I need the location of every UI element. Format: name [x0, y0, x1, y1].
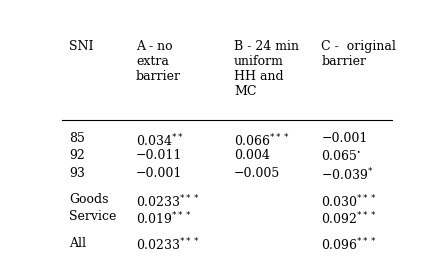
Text: 0.096$^{\mathsf{***}}$: 0.096$^{\mathsf{***}}$ — [322, 237, 377, 253]
Text: 0.065$^{\mathbf{\cdot}}$: 0.065$^{\mathbf{\cdot}}$ — [322, 150, 362, 163]
Text: −0.001: −0.001 — [322, 132, 368, 145]
Text: 0.004: 0.004 — [234, 150, 270, 163]
Text: 0.066$^{\mathsf{***}}$: 0.066$^{\mathsf{***}}$ — [234, 132, 290, 149]
Text: All: All — [69, 237, 86, 250]
Text: −0.001: −0.001 — [136, 166, 183, 179]
Text: Service: Service — [69, 210, 117, 223]
Text: 0.034$^{\mathsf{**}}$: 0.034$^{\mathsf{**}}$ — [136, 132, 184, 149]
Text: Goods: Goods — [69, 193, 109, 206]
Text: 0.019$^{\mathsf{***}}$: 0.019$^{\mathsf{***}}$ — [136, 210, 192, 227]
Text: SNI: SNI — [69, 40, 93, 53]
Text: −0.005: −0.005 — [234, 166, 280, 179]
Text: 93: 93 — [69, 166, 85, 179]
Text: 0.092$^{\mathsf{***}}$: 0.092$^{\mathsf{***}}$ — [322, 210, 377, 227]
Text: A - no
extra
barrier: A - no extra barrier — [136, 40, 181, 83]
Text: C -  original
barrier: C - original barrier — [322, 40, 396, 68]
Text: 0.030$^{\mathsf{***}}$: 0.030$^{\mathsf{***}}$ — [322, 193, 377, 210]
Text: B - 24 min
uniform
HH and
MC: B - 24 min uniform HH and MC — [234, 40, 299, 98]
Text: 85: 85 — [69, 132, 85, 145]
Text: −0.011: −0.011 — [136, 150, 183, 163]
Text: 92: 92 — [69, 150, 85, 163]
Text: −0.039$^{\mathsf{*}}$: −0.039$^{\mathsf{*}}$ — [322, 166, 374, 183]
Text: 0.0233$^{\mathsf{***}}$: 0.0233$^{\mathsf{***}}$ — [136, 193, 200, 210]
Text: 0.0233$^{\mathsf{***}}$: 0.0233$^{\mathsf{***}}$ — [136, 237, 200, 253]
